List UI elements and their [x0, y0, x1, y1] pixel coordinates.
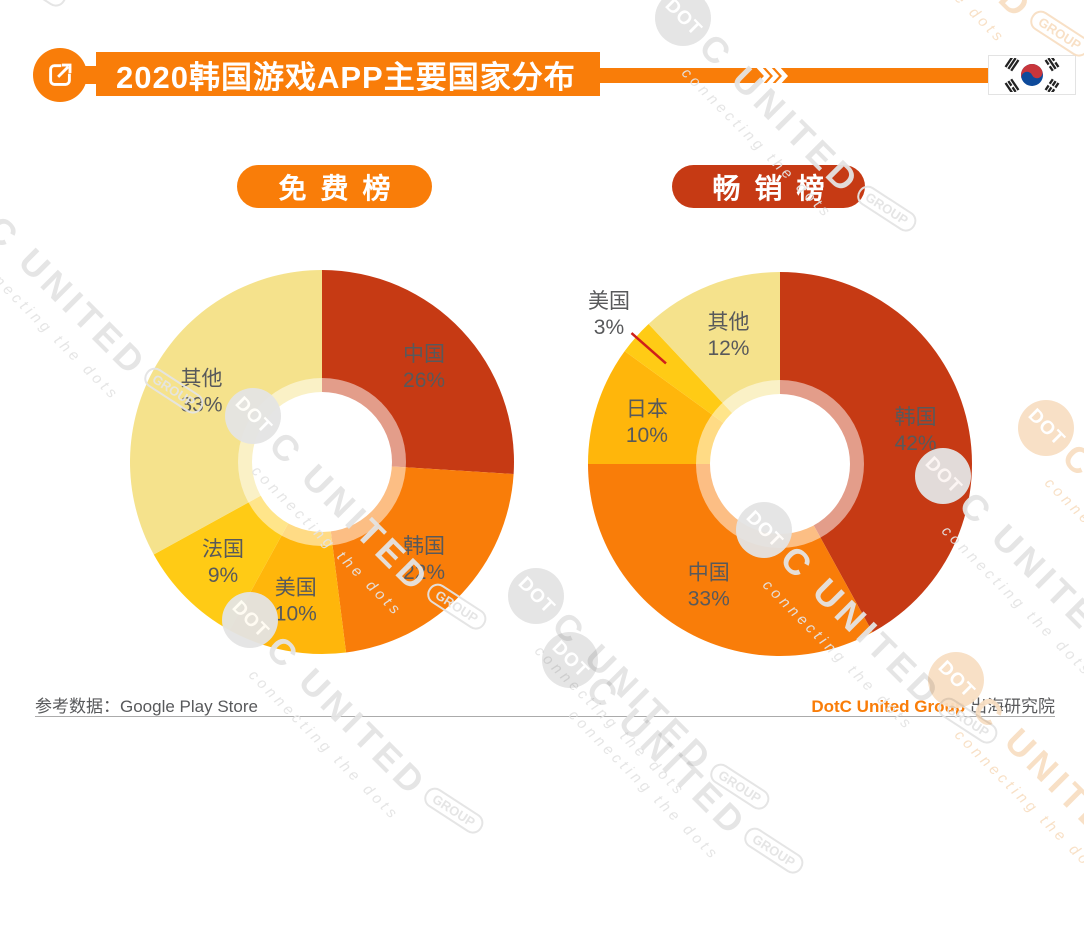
infographic-page: { "header": { "title": "2020韩国游戏APP主要国家分…: [0, 0, 1084, 884]
slice-label: 美国 3%: [588, 290, 630, 339]
watermark-group-badge: GROUP: [420, 783, 488, 837]
watermark-name: C UNITED: [1054, 435, 1084, 613]
donut-chart-free: 中国 26%韩国 22%美国 10%法国 9%其他 33%: [129, 270, 514, 655]
korea-flag: [988, 55, 1076, 95]
badge-grossing-chart: 畅销榜: [672, 165, 865, 208]
watermark-tagline: connecting the dots: [0, 0, 35, 47]
watermark-dot-icon: DOT: [0, 160, 10, 240]
slice-label: 韩国 22%: [403, 535, 445, 584]
watermark-group-badge: GROUP: [740, 823, 808, 877]
watermark-dot-icon: DOT: [643, 0, 723, 58]
label-leader-line: [630, 332, 667, 365]
footer-brand-block: DotC United Group 出海研究院: [811, 692, 1055, 717]
page-title: 2020韩国游戏APP主要国家分布: [116, 59, 576, 95]
watermark-group-badge: GROUP: [706, 759, 774, 813]
watermark-tagline: connecting the dots: [951, 726, 1084, 885]
donut-hole: [252, 392, 392, 532]
footer-brand: DotC United Group: [811, 697, 966, 716]
title-bar: 2020韩国游戏APP主要国家分布: [96, 52, 600, 96]
watermark-tagline: connecting the dots: [1041, 474, 1084, 633]
slice-label: 日本 10%: [626, 398, 668, 447]
chevrons-icon: [755, 64, 789, 88]
watermark-group-badge: GROUP: [1026, 6, 1084, 60]
footer-divider: [35, 716, 1055, 717]
slice-label: 其他 33%: [180, 368, 222, 417]
footer-brand-suffix-text: 出海研究院: [970, 697, 1055, 716]
header-connector: [84, 66, 98, 84]
slice-label: 中国 26%: [403, 343, 445, 392]
korea-flag-graphic: [1004, 58, 1060, 92]
footer-source: 参考数据：Google Play Store: [35, 697, 258, 716]
donut-chart-grossing: 韩国 42%中国 33%日本 10%美国 3% 其他 12%: [588, 272, 973, 657]
watermark-name: C UNITED: [864, 0, 1041, 29]
header-logo-circle: [33, 48, 87, 102]
badge-grossing-label: 畅销榜: [712, 172, 839, 204]
slice-label: 中国 33%: [688, 562, 730, 611]
export-icon: [49, 63, 72, 86]
donut-hole: [710, 394, 850, 534]
watermark-group-badge: GROUP: [3, 0, 71, 10]
header-band: [600, 68, 990, 83]
watermark-tagline: connecting the dots: [565, 706, 723, 865]
badge-free-label: 免费榜: [278, 172, 405, 204]
pie-slice: [780, 272, 973, 633]
badge-free-chart: 免费榜: [237, 165, 432, 208]
slice-label: 其他 12%: [707, 311, 749, 360]
